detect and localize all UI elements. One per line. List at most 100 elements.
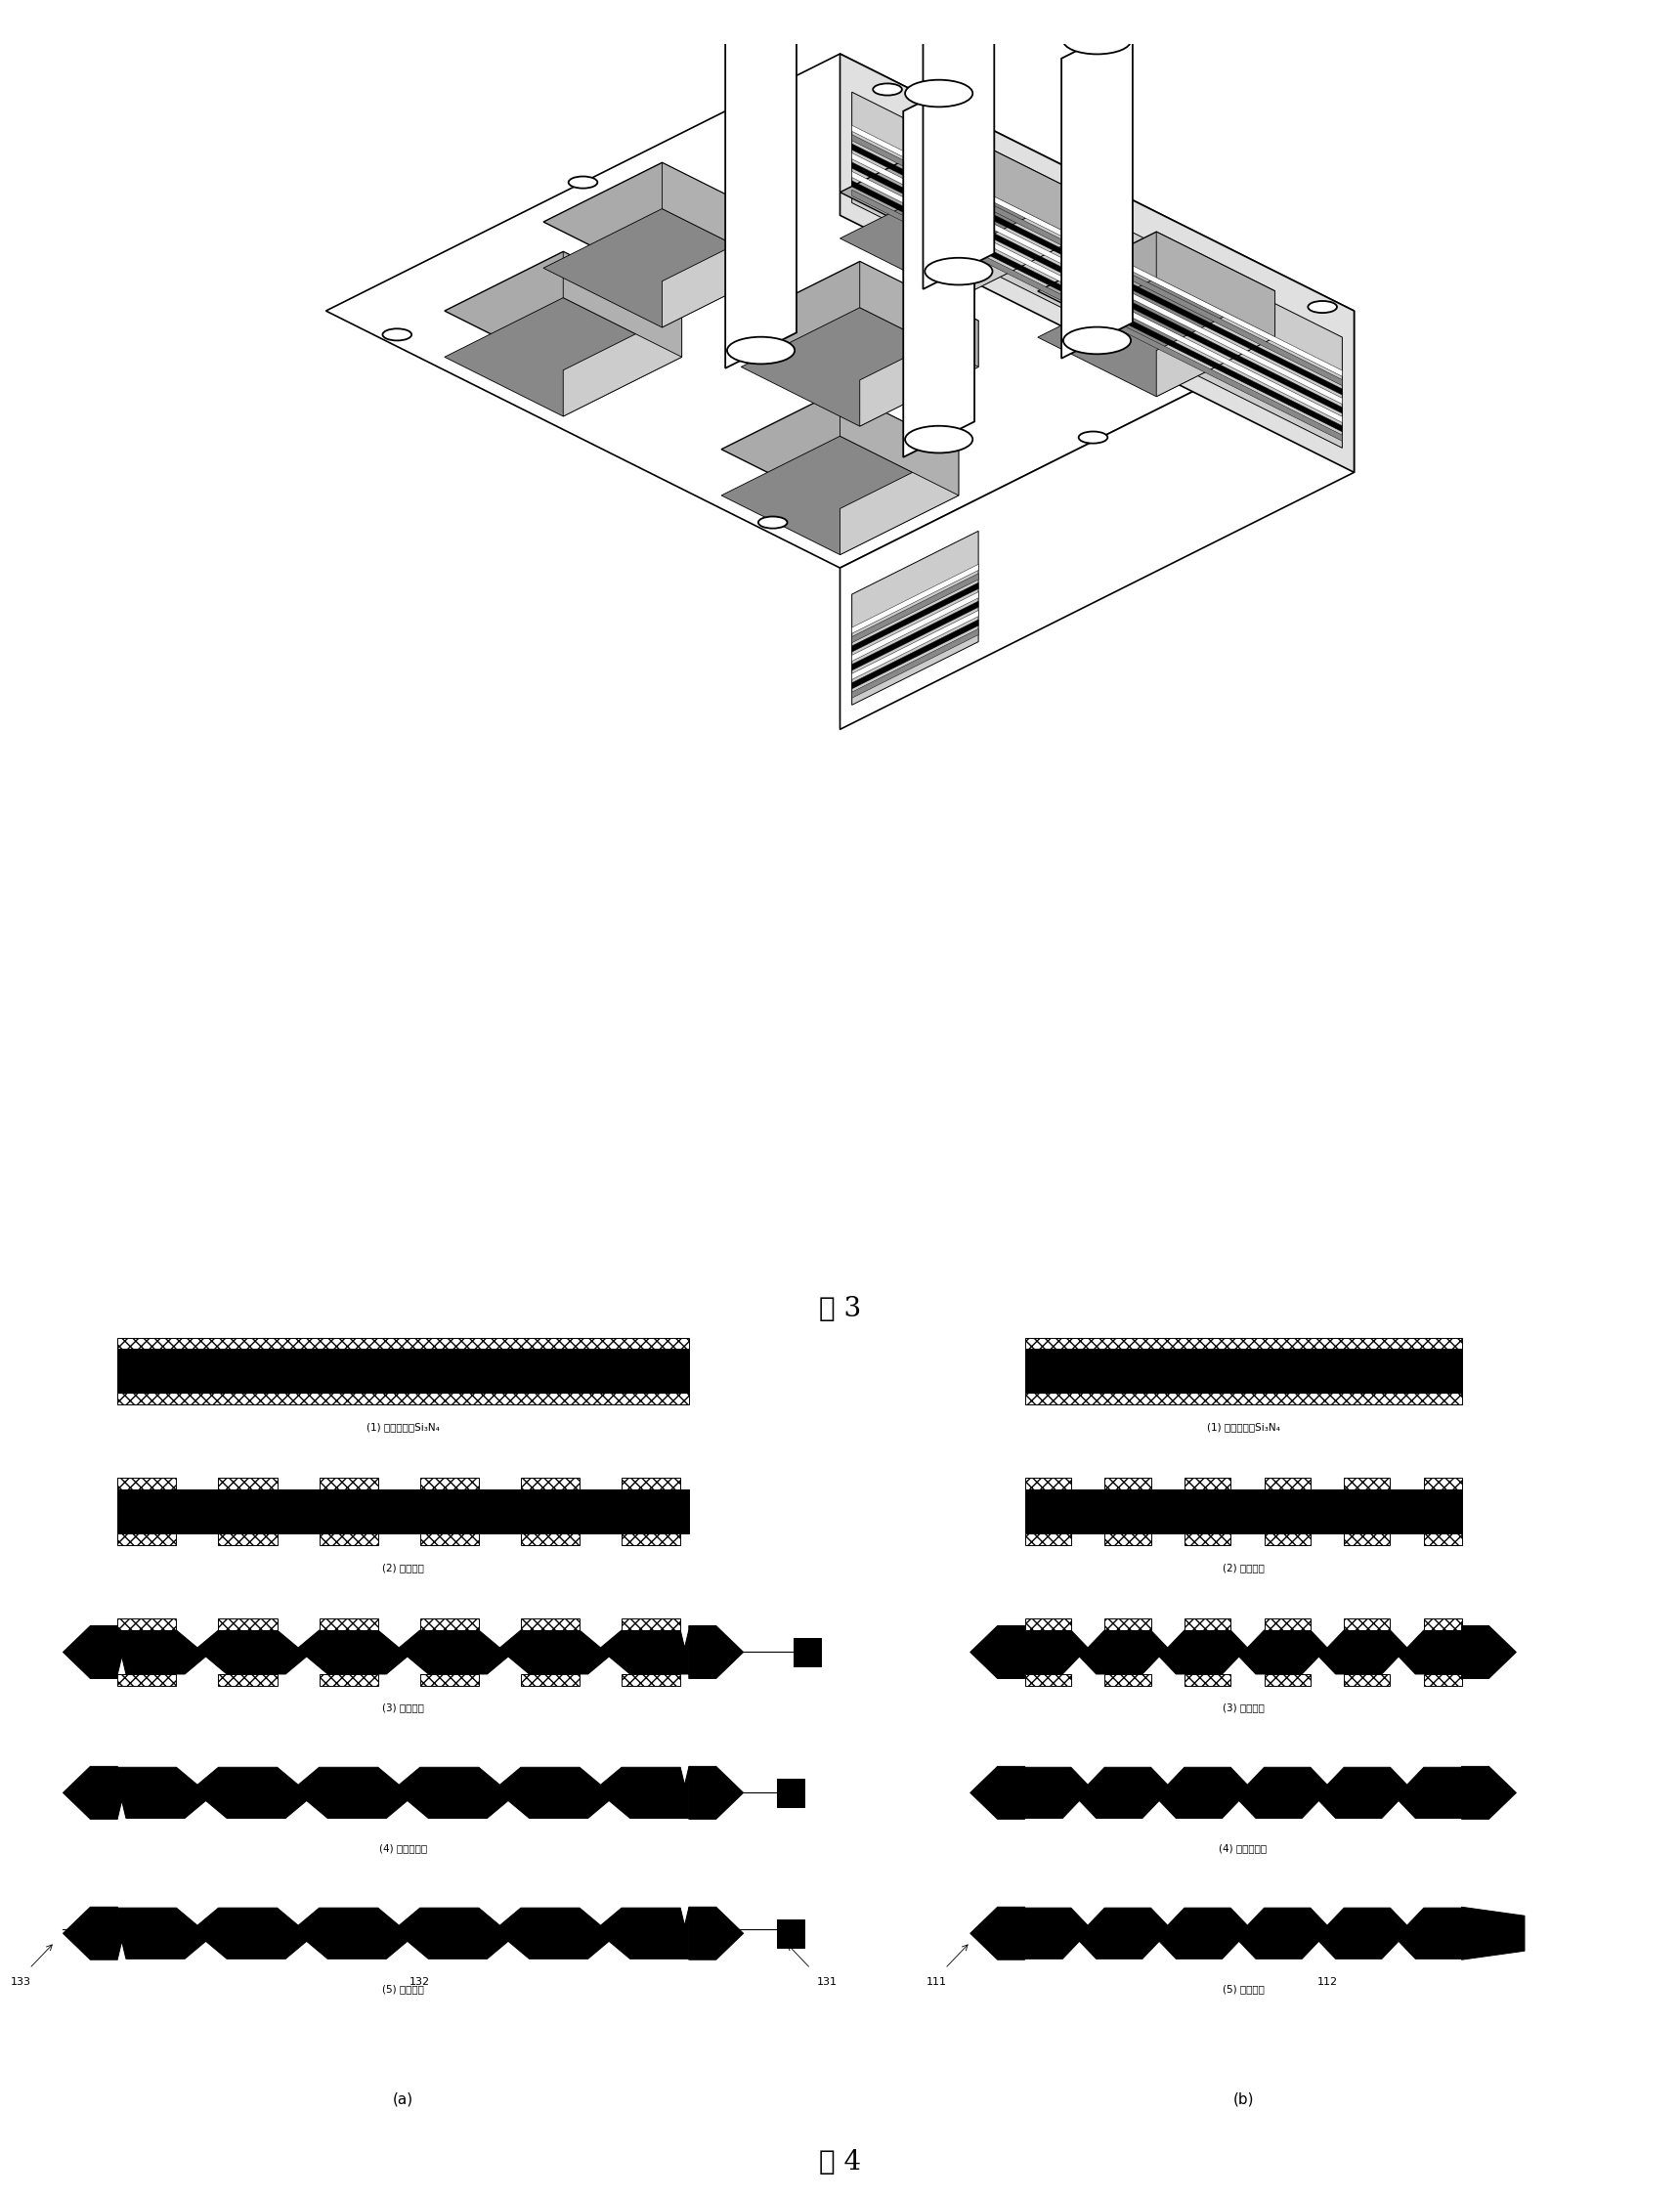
Polygon shape (959, 132, 1077, 239)
Polygon shape (840, 391, 959, 497)
Bar (1344, 1619, 1391, 1630)
Polygon shape (741, 308, 978, 426)
Ellipse shape (1063, 327, 1131, 354)
Bar (622, 1674, 680, 1685)
Polygon shape (721, 437, 959, 554)
Bar (118, 1534, 176, 1544)
Polygon shape (445, 299, 682, 417)
Bar (1344, 1479, 1391, 1490)
Text: 112: 112 (1317, 1977, 1337, 1986)
Bar (1425, 1674, 1462, 1685)
Bar (218, 1674, 277, 1685)
Polygon shape (689, 1907, 743, 1960)
Polygon shape (971, 1907, 1025, 1960)
Polygon shape (852, 171, 1342, 422)
Bar (1184, 1534, 1230, 1544)
Bar (420, 1534, 479, 1544)
Polygon shape (118, 1907, 689, 1960)
Ellipse shape (874, 83, 902, 94)
Bar (420, 1619, 479, 1630)
Text: (4) 溅射金属层: (4) 溅射金属层 (1220, 1843, 1267, 1854)
Text: 131: 131 (816, 1977, 838, 1986)
Text: 图 4: 图 4 (818, 2149, 862, 2175)
Polygon shape (840, 312, 1354, 729)
Bar (420, 1674, 479, 1685)
Polygon shape (726, 0, 796, 369)
Ellipse shape (568, 176, 598, 189)
Polygon shape (852, 163, 1342, 413)
Text: 图 3: 图 3 (818, 1296, 862, 1323)
Polygon shape (1062, 22, 1132, 358)
Bar (795, 1639, 822, 1668)
Bar (622, 1534, 680, 1544)
Polygon shape (721, 391, 959, 510)
Polygon shape (852, 573, 978, 644)
Text: (2) 双面光刻: (2) 双面光刻 (383, 1562, 423, 1573)
Polygon shape (543, 163, 781, 281)
Polygon shape (1156, 233, 1275, 338)
Polygon shape (852, 532, 978, 705)
Polygon shape (852, 143, 1342, 395)
Ellipse shape (758, 516, 788, 529)
Polygon shape (852, 189, 1342, 442)
Polygon shape (852, 628, 978, 699)
Text: (5) 焊接导线: (5) 焊接导线 (1223, 1984, 1263, 1995)
Polygon shape (64, 1907, 118, 1960)
Bar (118, 1393, 689, 1404)
Bar (1105, 1479, 1151, 1490)
Polygon shape (662, 222, 781, 327)
Polygon shape (1462, 1626, 1515, 1679)
Polygon shape (1156, 292, 1275, 398)
Polygon shape (971, 1766, 1025, 1819)
Text: (1) 氧化并淀积Si₃N₄: (1) 氧化并淀积Si₃N₄ (366, 1421, 440, 1432)
Bar (521, 1674, 580, 1685)
Ellipse shape (906, 426, 973, 453)
Polygon shape (860, 321, 978, 426)
Polygon shape (860, 261, 978, 367)
Bar (521, 1619, 580, 1630)
Text: (3) 体硅腐蚀: (3) 体硅腐蚀 (383, 1703, 423, 1714)
Polygon shape (118, 1766, 689, 1819)
Bar (1265, 1674, 1310, 1685)
Polygon shape (1038, 233, 1275, 352)
Bar (118, 1674, 176, 1685)
Polygon shape (689, 1626, 743, 1679)
Bar (1265, 1479, 1310, 1490)
Polygon shape (852, 591, 978, 661)
Polygon shape (741, 261, 978, 380)
Polygon shape (1462, 1907, 1525, 1960)
Text: (4) 溅射金属层: (4) 溅射金属层 (380, 1843, 427, 1854)
Bar (1184, 1674, 1230, 1685)
Bar (1105, 1534, 1151, 1544)
Polygon shape (445, 253, 682, 371)
Bar (1425, 1479, 1462, 1490)
Text: 132: 132 (410, 1977, 430, 1986)
Bar (776, 1920, 805, 1949)
Bar (1025, 1490, 1462, 1534)
Bar (1025, 1674, 1072, 1685)
Polygon shape (852, 620, 978, 690)
Bar (118, 1338, 689, 1349)
Bar (776, 1780, 805, 1808)
Polygon shape (852, 565, 978, 633)
Bar (319, 1534, 378, 1544)
Ellipse shape (727, 336, 795, 365)
Polygon shape (852, 582, 978, 653)
Text: 111: 111 (926, 1977, 948, 1986)
Polygon shape (1462, 1766, 1515, 1819)
Bar (1425, 1534, 1462, 1544)
Bar (118, 1349, 689, 1393)
Polygon shape (64, 1626, 118, 1679)
Bar (1344, 1674, 1391, 1685)
Bar (1025, 1338, 1462, 1349)
Polygon shape (1038, 279, 1275, 398)
Polygon shape (662, 163, 781, 268)
Bar (1265, 1534, 1310, 1544)
Bar (622, 1619, 680, 1630)
Text: (a): (a) (393, 2092, 413, 2107)
Bar (1184, 1619, 1230, 1630)
Polygon shape (852, 602, 978, 670)
Bar (1265, 1619, 1310, 1630)
Bar (1025, 1349, 1462, 1393)
Polygon shape (904, 75, 974, 457)
